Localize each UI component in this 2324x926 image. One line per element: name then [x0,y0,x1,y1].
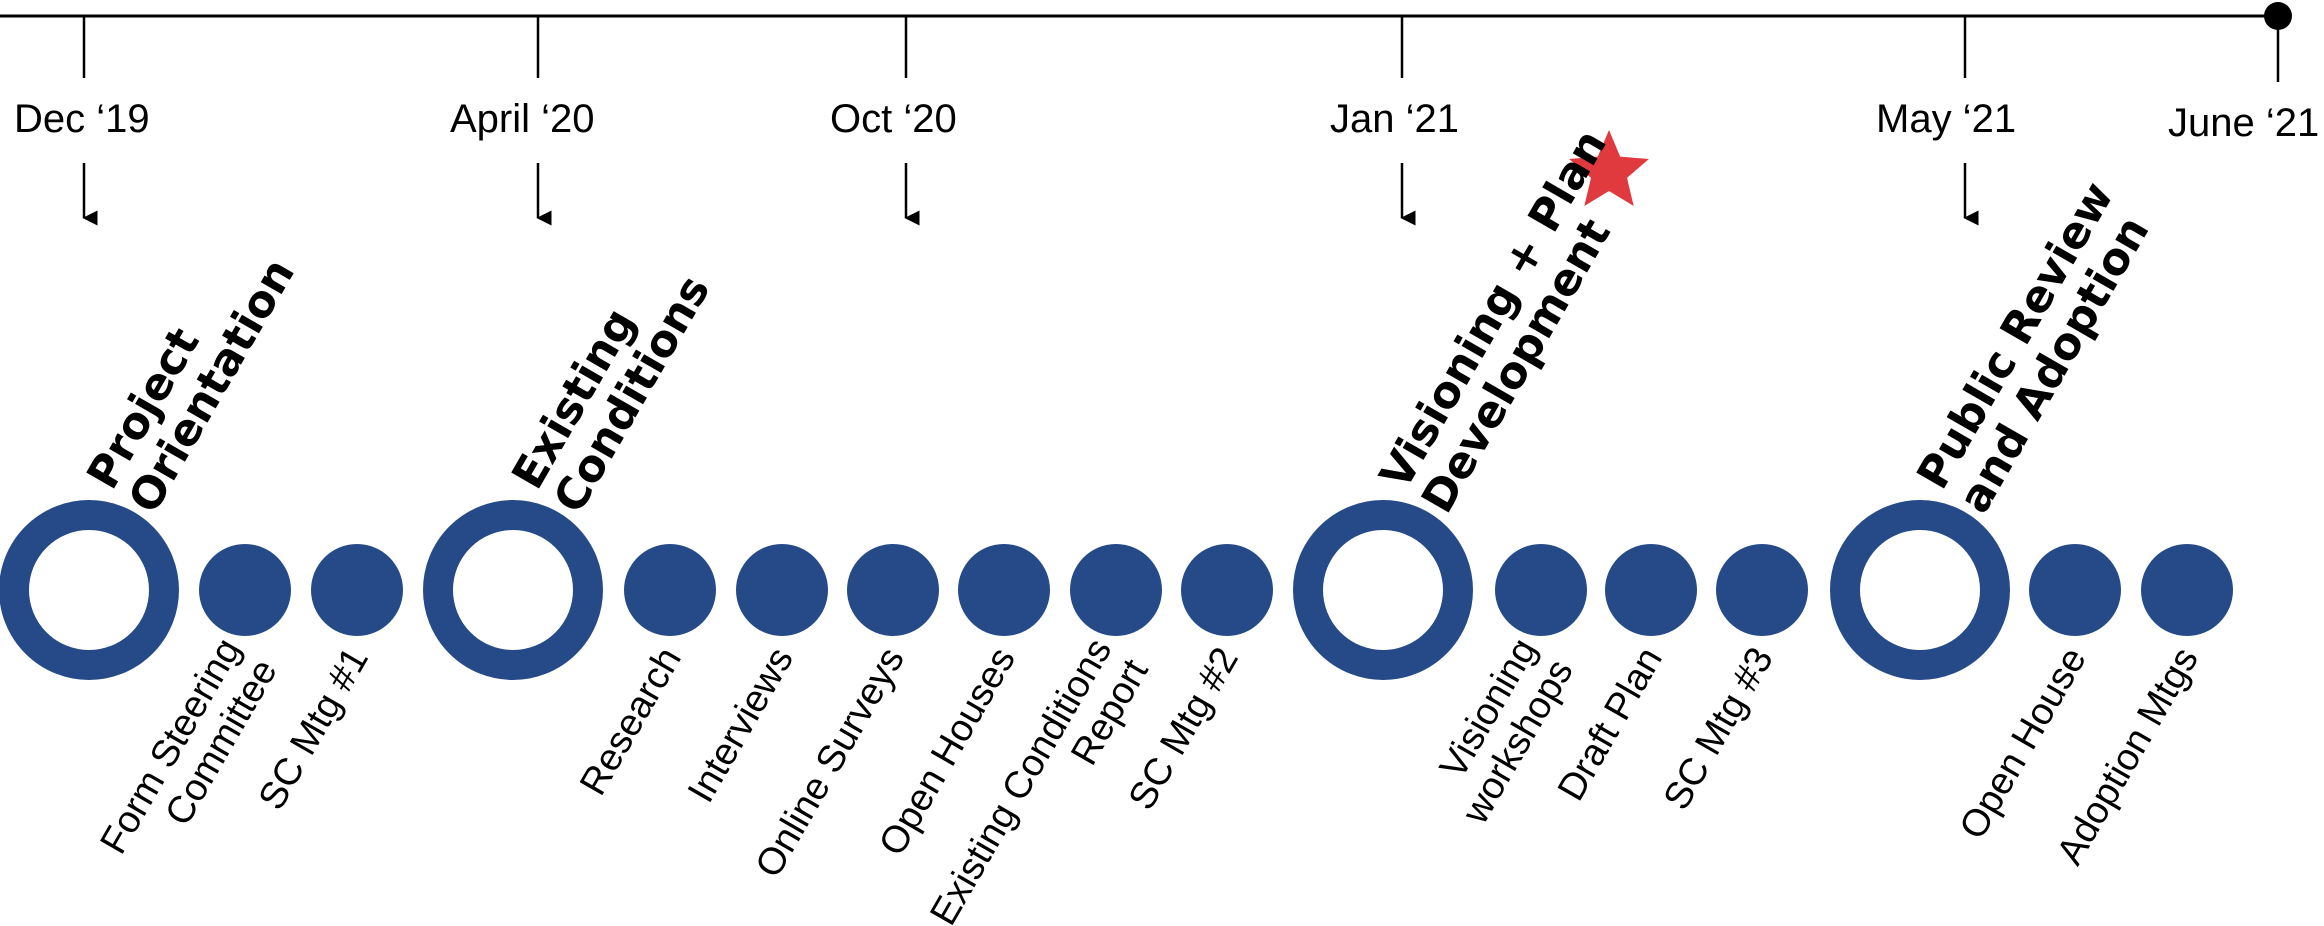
milestone-label: May ‘21 [1876,97,2016,141]
task-node-dot [199,544,291,636]
svg-text:Interviews: Interviews [680,641,802,810]
svg-text:Draft Plan: Draft Plan [1550,641,1671,808]
task-label: Research [572,641,690,803]
svg-text:ExistingConditions: ExistingConditions [502,243,720,521]
milestone-label: Dec ‘19 [14,97,150,141]
task-label: Existing ConditionsReport [922,631,1157,926]
task-node-dot [311,544,403,636]
task-node-dot [1181,544,1273,636]
task-label: SC Mtg #3 [1656,641,1782,817]
task-node-dot [1495,544,1587,636]
task-label: Visioningworkshops [1418,632,1582,832]
star-icon [1569,130,1649,206]
task-node-dot [958,544,1050,636]
milestone-label: Jan ‘21 [1330,97,1459,141]
svg-text:ProjectOrientation: ProjectOrientation [77,226,305,521]
phase-node-ring [423,500,603,680]
task-node-dot [1605,544,1697,636]
svg-text:Public Reviewand Adoption: Public Reviewand Adoption [1907,174,2165,522]
phase-label: ExistingConditions [502,243,720,521]
phase-node-ring [1293,500,1473,680]
milestone-label: June ‘21 [2168,101,2319,145]
milestone-label: Oct ‘20 [830,97,957,141]
svg-text:Research: Research [572,641,690,803]
task-node-dot [2029,544,2121,636]
phase-node-ring [0,500,179,680]
task-node-dot [847,544,939,636]
svg-text:SC Mtg #3: SC Mtg #3 [1656,641,1782,817]
task-label: Interviews [680,641,802,810]
phase-label: ProjectOrientation [77,226,305,521]
svg-text:Existing ConditionsReport: Existing ConditionsReport [922,631,1157,926]
task-node-dot [624,544,716,636]
milestone-label: April ‘20 [450,97,595,141]
svg-text:Visioningworkshops: Visioningworkshops [1418,632,1582,832]
task-node-dot [1070,544,1162,636]
task-label: Draft Plan [1550,641,1671,808]
task-node-dot [1716,544,1808,636]
task-node-dot [2141,544,2233,636]
phase-node-ring [1830,500,2010,680]
task-node-dot [736,544,828,636]
phase-label: Public Reviewand Adoption [1907,174,2165,522]
